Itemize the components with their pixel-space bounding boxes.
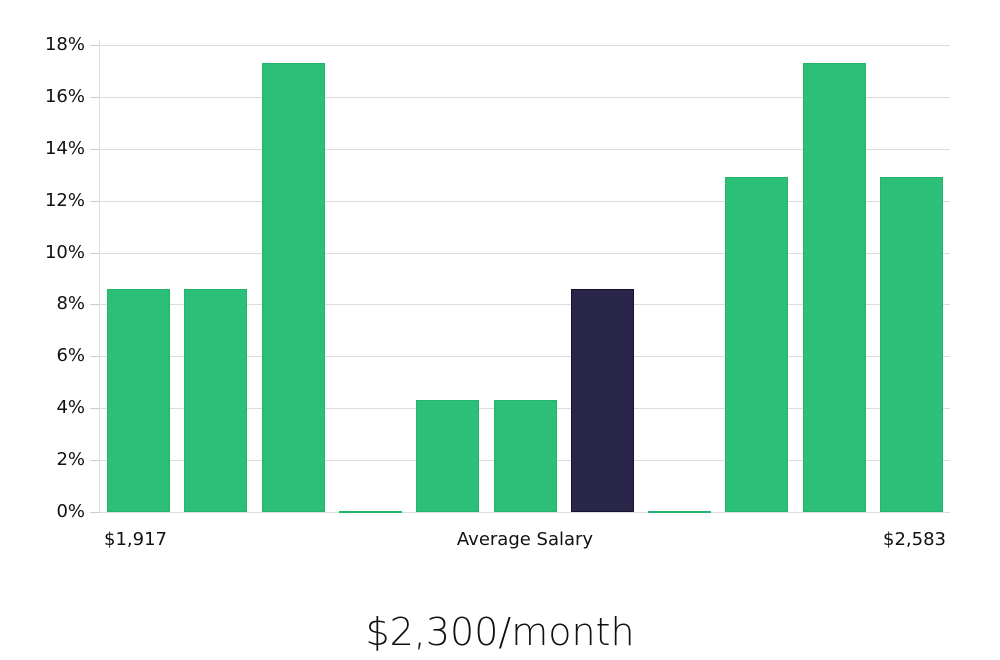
bar — [725, 177, 789, 512]
bar — [880, 177, 943, 512]
x-max-label: $2,583 — [883, 529, 946, 550]
y-tick-mark — [90, 356, 99, 357]
gridline — [99, 512, 950, 513]
y-tick-mark — [90, 408, 99, 409]
bar — [184, 288, 248, 512]
y-tick-label: 14% — [44, 138, 85, 159]
y-tick-label: 6% — [56, 345, 85, 366]
bar-highlighted — [570, 288, 634, 512]
gridline — [99, 149, 950, 150]
bar — [338, 510, 402, 513]
y-tick-label: 2% — [56, 449, 85, 470]
x-axis-title: Average Salary — [456, 529, 594, 550]
salary-histogram: 0% 2% 4% 6% 8% 10% 12% 14% 16% 18% $1,917 Average S… — [44, 34, 950, 550]
gridline — [99, 45, 950, 46]
y-tick-label: 12% — [44, 190, 85, 211]
y-tick-mark — [90, 149, 99, 150]
y-tick-mark — [90, 45, 99, 46]
gridline — [99, 201, 950, 202]
y-tick-label: 0% — [56, 501, 85, 522]
bar — [648, 510, 712, 513]
bar — [802, 63, 866, 512]
average-salary-value: $2,300/month — [365, 610, 635, 654]
gridline — [99, 304, 950, 305]
bar — [493, 400, 557, 512]
y-tick-mark — [90, 460, 99, 461]
gridline — [99, 97, 950, 98]
y-tick-mark — [90, 304, 99, 305]
y-tick-label: 18% — [44, 34, 85, 55]
y-tick-mark — [90, 253, 99, 254]
gridline — [99, 356, 950, 357]
y-tick-mark — [90, 201, 99, 202]
y-tick-label: 4% — [56, 397, 85, 418]
y-tick-mark — [90, 97, 99, 98]
x-min-label: $1,917 — [104, 529, 167, 550]
bar — [416, 400, 480, 512]
y-tick-label: 16% — [44, 86, 85, 107]
y-tick-label: 10% — [44, 242, 85, 263]
y-tick-mark — [90, 512, 99, 513]
y-tick-label: 8% — [56, 293, 85, 314]
bar — [107, 288, 170, 512]
gridline — [99, 253, 950, 254]
bar — [261, 63, 325, 512]
y-axis — [99, 40, 100, 513]
